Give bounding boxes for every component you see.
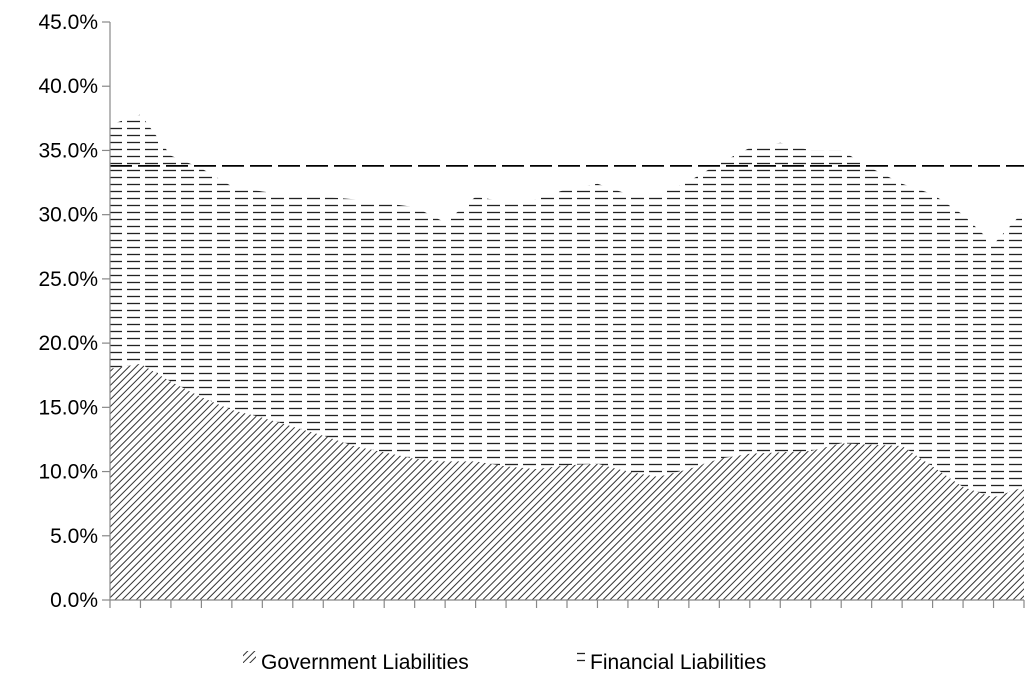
y-tick-label: 35.0% xyxy=(38,139,98,162)
series-area-financial-liabilities xyxy=(110,114,1024,498)
legend-label-government: Government Liabilities xyxy=(261,651,469,674)
y-tick-label: 45.0% xyxy=(38,11,98,34)
y-axis: 0.0% 5.0% 10.0% 15.0% 20.0% 25.0% 30.0% 35.0% 40… xyxy=(38,11,111,612)
y-tick-label: 5.0% xyxy=(50,525,98,548)
legend: Government Liabilities Financial Liabilit… xyxy=(243,651,766,674)
y-tick-label: 20.0% xyxy=(38,332,98,355)
y-tick-label: 25.0% xyxy=(38,268,98,291)
y-tick-label: 10.0% xyxy=(38,461,98,484)
legend-swatch-government xyxy=(243,651,256,663)
y-tick-label: 40.0% xyxy=(38,75,98,98)
legend-swatch-financial xyxy=(572,651,585,663)
y-tick-label: 30.0% xyxy=(38,204,98,227)
plot-area xyxy=(110,114,1024,600)
series-area-government-liabilities xyxy=(110,363,1024,600)
y-tick-label: 0.0% xyxy=(50,589,98,612)
legend-label-financial: Financial Liabilities xyxy=(590,651,766,674)
x-axis xyxy=(109,599,1025,608)
y-tick-label: 15.0% xyxy=(38,396,98,419)
